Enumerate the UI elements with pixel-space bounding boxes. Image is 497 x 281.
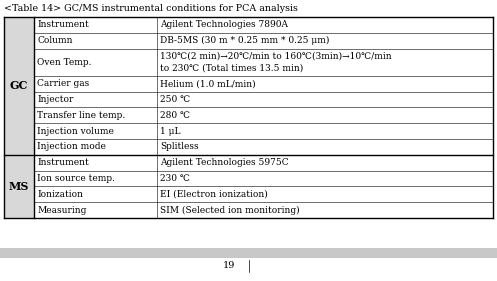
Bar [34, 92, 157, 107]
Text: Ion source temp.: Ion source temp. [37, 174, 115, 183]
Text: Instrument: Instrument [37, 21, 89, 30]
Bar [0, 248, 497, 258]
Bar [157, 92, 493, 107]
Bar [4, 17, 34, 155]
Text: EI (Electron ionization): EI (Electron ionization) [160, 190, 268, 199]
Bar [34, 202, 157, 218]
Text: Injection mode: Injection mode [37, 142, 106, 151]
Text: Splitless: Splitless [160, 142, 199, 151]
Text: Column: Column [37, 36, 73, 45]
Text: SIM (Selected ion monitoring): SIM (Selected ion monitoring) [160, 205, 300, 215]
Text: 19: 19 [223, 262, 235, 271]
Bar [157, 33, 493, 49]
Text: Helium (1.0 mL/min): Helium (1.0 mL/min) [160, 79, 255, 88]
Bar [157, 76, 493, 92]
Bar [34, 17, 157, 33]
Bar [34, 33, 157, 49]
Bar [157, 49, 493, 76]
Text: Agilent Technologies 5975C: Agilent Technologies 5975C [160, 158, 289, 167]
Bar [157, 171, 493, 186]
Text: Agilent Technologies 7890A: Agilent Technologies 7890A [160, 21, 288, 30]
Bar [34, 155, 157, 171]
Text: Carrier gas: Carrier gas [37, 79, 89, 88]
Bar [34, 139, 157, 155]
Bar [157, 155, 493, 171]
Text: 130℃(2 min)→20℃/min to 160℃(3min)→10℃/min
to 230℃ (Total times 13.5 min): 130℃(2 min)→20℃/min to 160℃(3min)→10℃/mi… [160, 52, 392, 72]
Text: Transfer line temp.: Transfer line temp. [37, 111, 125, 120]
Bar [157, 186, 493, 202]
Bar [34, 76, 157, 92]
Text: 230 ℃: 230 ℃ [160, 174, 190, 183]
Text: 280 ℃: 280 ℃ [160, 111, 190, 120]
Text: MS: MS [9, 181, 29, 192]
Text: Instrument: Instrument [37, 158, 89, 167]
Bar [157, 123, 493, 139]
Bar [157, 202, 493, 218]
Bar [34, 123, 157, 139]
Bar [34, 107, 157, 123]
Bar [157, 17, 493, 33]
Bar [4, 155, 34, 218]
Bar [34, 186, 157, 202]
Text: 1 μL: 1 μL [160, 126, 180, 135]
Text: Ionization: Ionization [37, 190, 83, 199]
Text: 250 ℃: 250 ℃ [160, 95, 190, 104]
Text: Measuring: Measuring [37, 206, 86, 215]
Bar [34, 49, 157, 76]
Bar [34, 171, 157, 186]
Bar [157, 107, 493, 123]
Text: <Table 14> GC/MS instrumental conditions for PCA analysis: <Table 14> GC/MS instrumental conditions… [4, 4, 298, 13]
Text: GC: GC [10, 80, 28, 91]
Text: Oven Temp.: Oven Temp. [37, 58, 91, 67]
Text: Injector: Injector [37, 95, 74, 104]
Bar [157, 139, 493, 155]
Text: DB-5MS (30 m * 0.25 mm * 0.25 μm): DB-5MS (30 m * 0.25 mm * 0.25 μm) [160, 36, 330, 45]
Text: Injection volume: Injection volume [37, 126, 114, 135]
